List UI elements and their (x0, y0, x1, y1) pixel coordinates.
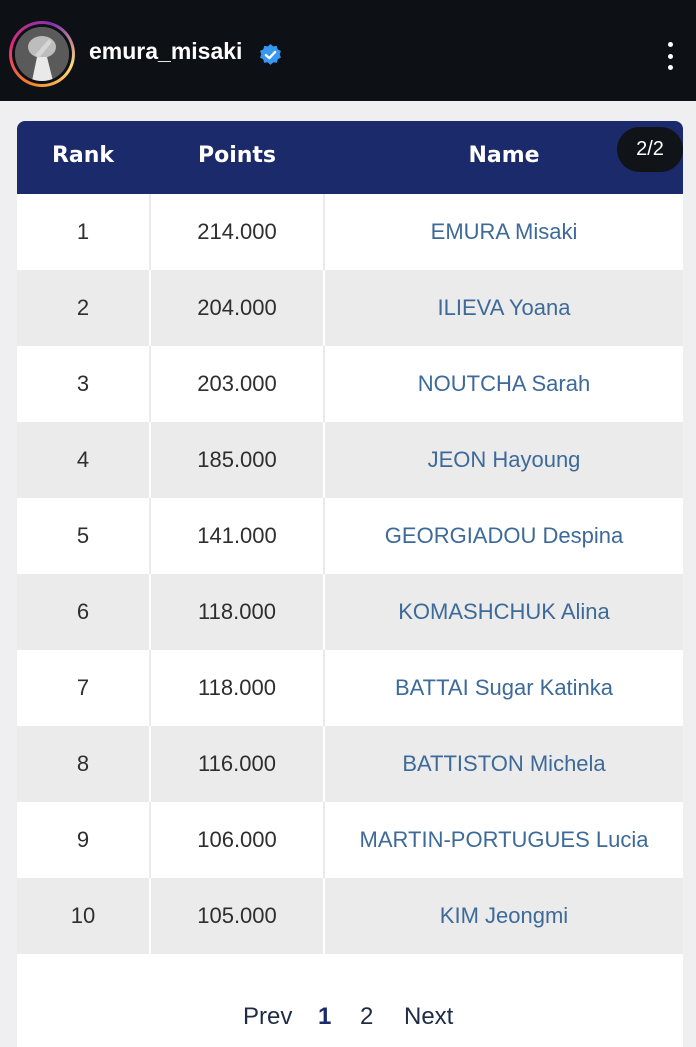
rank-cell: 9 (17, 802, 149, 878)
table-row: 7 118.000 BATTAI Sugar Katinka (17, 650, 683, 726)
athlete-name-link[interactable]: BATTISTON Michela (325, 726, 683, 802)
avatar[interactable] (15, 27, 69, 81)
table-row: 8 116.000 BATTISTON Michela (17, 726, 683, 802)
carousel-counter-badge: 2/2 (617, 127, 683, 172)
column-header-rank: Rank (51, 143, 115, 168)
page-1-link[interactable]: 1 (318, 1003, 332, 1030)
athlete-name-link[interactable]: KOMASHCHUK Alina (325, 574, 683, 650)
rank-cell: 10 (17, 878, 149, 954)
points-cell: 118.000 (151, 650, 323, 726)
points-cell: 141.000 (151, 498, 323, 574)
athlete-name-link[interactable]: MARTIN-PORTUGUES Lucia (325, 802, 683, 878)
table-row: 2 204.000 ILIEVA Yoana (17, 270, 683, 346)
avatar-photo-icon (15, 27, 69, 81)
points-cell: 214.000 (151, 194, 323, 270)
prev-page-link[interactable]: Prev (243, 1003, 293, 1030)
rank-cell: 8 (17, 726, 149, 802)
athlete-name-link[interactable]: NOUTCHA Sarah (325, 346, 683, 422)
athlete-name-link[interactable]: BATTAI Sugar Katinka (325, 650, 683, 726)
column-header-name: Name (468, 143, 540, 168)
rank-cell: 1 (17, 194, 149, 270)
table-row: 3 203.000 NOUTCHA Sarah (17, 346, 683, 422)
story-ring[interactable] (9, 21, 75, 87)
athlete-name-link[interactable]: KIM Jeongmi (325, 878, 683, 954)
athlete-name-link[interactable]: ILIEVA Yoana (325, 270, 683, 346)
page-2-link[interactable]: 2 (360, 1003, 374, 1030)
table-row: 10 105.000 KIM Jeongmi (17, 878, 683, 954)
table-row: 1 214.000 EMURA Misaki (17, 194, 683, 270)
points-cell: 203.000 (151, 346, 323, 422)
table-row: 6 118.000 KOMASHCHUK Alina (17, 574, 683, 650)
athlete-name-link[interactable]: JEON Hayoung (325, 422, 683, 498)
username[interactable]: emura_misaki (89, 38, 243, 64)
athlete-name-link[interactable]: GEORGIADOU Despina (325, 498, 683, 574)
column-header-points: Points (197, 143, 277, 168)
points-cell: 204.000 (151, 270, 323, 346)
ranking-table-card: Rank Points Name 2/2 1 214.000 EMURA Mis… (17, 121, 683, 1047)
table-header: Rank Points Name (17, 121, 683, 194)
top-bar: emura_misaki (0, 0, 696, 101)
points-cell: 105.000 (151, 878, 323, 954)
table-row: 5 141.000 GEORGIADOU Despina (17, 498, 683, 574)
verified-badge-icon (260, 44, 281, 65)
points-cell: 106.000 (151, 802, 323, 878)
rank-cell: 2 (17, 270, 149, 346)
more-options-icon[interactable] (658, 38, 682, 74)
table-row: 9 106.000 MARTIN-PORTUGUES Lucia (17, 802, 683, 878)
rank-cell: 3 (17, 346, 149, 422)
next-page-link[interactable]: Next (404, 1003, 454, 1030)
rank-cell: 4 (17, 422, 149, 498)
rank-cell: 6 (17, 574, 149, 650)
pagination: Prev 1 2 Next (17, 999, 683, 1039)
points-cell: 185.000 (151, 422, 323, 498)
athlete-name-link[interactable]: EMURA Misaki (325, 194, 683, 270)
points-cell: 118.000 (151, 574, 323, 650)
table-row: 4 185.000 JEON Hayoung (17, 422, 683, 498)
points-cell: 116.000 (151, 726, 323, 802)
rank-cell: 5 (17, 498, 149, 574)
rank-cell: 7 (17, 650, 149, 726)
